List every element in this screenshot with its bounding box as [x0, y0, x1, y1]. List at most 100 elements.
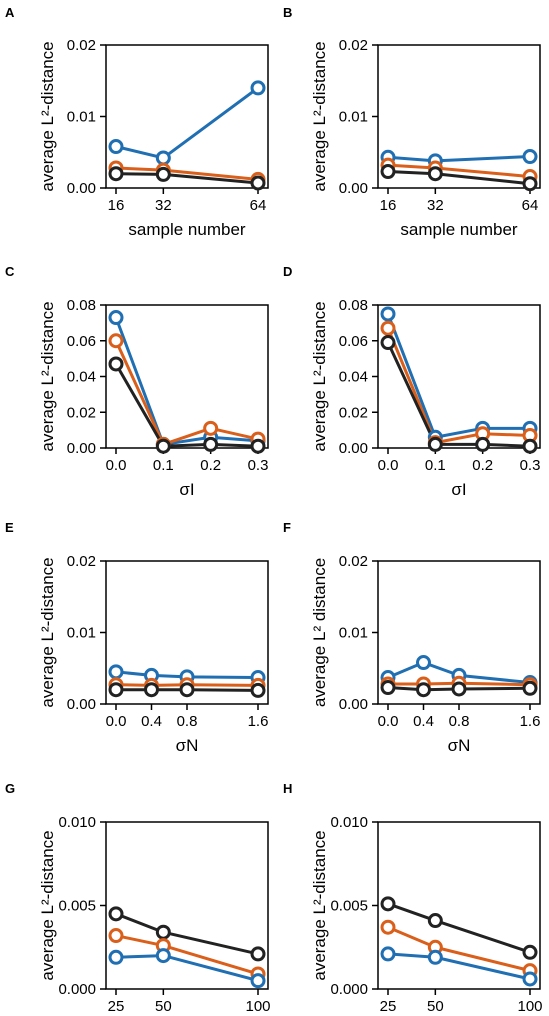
panel-f: F 0.00 0.01 0.02 0.0 0.4 0.8 1.6 σN average L² di… [283, 520, 541, 755]
data-point-black [203, 436, 219, 452]
x-tick-label: 100 [245, 998, 270, 1015]
data-point-orange [108, 928, 124, 944]
series-line-black [114, 363, 259, 448]
data-point-black [155, 438, 171, 454]
x-tick-label: 0.8 [177, 713, 198, 730]
data-point-orange [380, 320, 396, 336]
x-tick-label: 16 [108, 197, 125, 214]
panel-letter-e: E [5, 520, 14, 535]
series-line-black [387, 902, 531, 954]
data-point-black [427, 436, 443, 452]
x-tick-label: 1.6 [520, 713, 541, 730]
y-tick-label: 0.02 [67, 404, 96, 421]
plot-frame [105, 821, 269, 990]
data-point-black [179, 682, 195, 698]
data-point-orange [203, 420, 219, 436]
x-tick-label: 25 [108, 998, 125, 1015]
series-line-black [387, 686, 531, 692]
y-tick-label: 0.010 [330, 814, 368, 831]
data-point-black [427, 166, 443, 182]
series-line-blue [387, 155, 531, 163]
data-point-black [250, 438, 266, 454]
y-axis-label: average L²-distance [38, 557, 57, 707]
data-point-blue [155, 150, 171, 166]
data-point-blue [250, 973, 266, 989]
x-tick-label: 0.8 [449, 713, 470, 730]
data-point-black [475, 436, 491, 452]
data-point-blue [250, 80, 266, 96]
x-tick-label: 0.0 [378, 713, 399, 730]
data-point-black [380, 335, 396, 351]
y-tick-label: 0.005 [330, 898, 368, 915]
y-axis-label: average L²-distance [38, 301, 57, 451]
y-tick-label: 0.08 [67, 297, 96, 314]
data-point-black [380, 164, 396, 180]
data-point-blue [108, 310, 124, 326]
x-tick-label: 0.1 [425, 457, 446, 474]
y-tick-label: 0.005 [58, 898, 96, 915]
x-tick-label: 0.4 [413, 713, 434, 730]
x-tick-label: 100 [517, 998, 542, 1015]
x-tick-label: 25 [380, 998, 397, 1015]
data-point-black [451, 681, 467, 697]
panel-letter-d: D [283, 264, 292, 279]
panel-letter-h: H [283, 781, 292, 796]
y-tick-label: 0.010 [58, 814, 96, 831]
y-axis-label: average L²-distance [310, 301, 329, 451]
y-tick-label: 0.00 [67, 440, 96, 457]
series-line-blue [387, 661, 531, 685]
series-line-black [116, 688, 259, 692]
data-point-black [522, 176, 538, 192]
panel-letter-f: F [283, 520, 291, 535]
x-tick-label: 0.4 [141, 713, 162, 730]
x-tick-label: 0.1 [153, 457, 174, 474]
panel-d: D 0.00 0.02 0.04 0.06 0.08 0.0 0.1 0.2 0.3 σI avera… [283, 264, 541, 499]
x-tick-label: 0.0 [106, 713, 127, 730]
data-point-blue [380, 946, 396, 962]
x-tick-label: 0.0 [378, 457, 399, 474]
y-tick-label: 0.01 [67, 109, 96, 126]
x-tick-label: 0.2 [200, 457, 221, 474]
series-line-orange [114, 340, 259, 446]
data-point-black [155, 166, 171, 182]
data-point-black [522, 438, 538, 454]
series-line-orange [115, 683, 259, 687]
data-point-black [522, 944, 538, 960]
data-point-black [108, 682, 124, 698]
series-line-blue [114, 316, 259, 446]
data-point-black [108, 906, 124, 922]
x-tick-label: 0.2 [472, 457, 493, 474]
data-point-black [427, 913, 443, 929]
x-tick-label: 64 [250, 197, 267, 214]
x-tick-label: 50 [155, 998, 172, 1015]
data-point-blue [427, 949, 443, 965]
x-tick-label: 16 [380, 197, 397, 214]
y-axis-label: average L² distance [310, 558, 329, 707]
y-tick-label: 0.04 [67, 369, 96, 386]
y-tick-label: 0.08 [339, 297, 368, 314]
data-point-black [155, 924, 171, 940]
panel-c: C 0.00 0.02 0.04 0.06 0.08 0.0 0.1 0.2 0.3 σI avera… [5, 264, 269, 499]
y-tick-label: 0.02 [67, 553, 96, 570]
data-point-orange [108, 333, 124, 349]
y-tick-label: 0.06 [67, 333, 96, 350]
y-tick-label: 0.02 [67, 37, 96, 54]
x-tick-label: 32 [155, 197, 172, 214]
data-point-black [522, 680, 538, 696]
series-line-orange [386, 327, 531, 445]
y-tick-label: 0.01 [339, 625, 368, 642]
data-point-black [416, 682, 431, 698]
data-point-black [108, 166, 124, 182]
series-line-orange [115, 934, 259, 976]
x-axis-label: σI [179, 480, 194, 499]
y-tick-label: 0.02 [339, 553, 368, 570]
y-tick-label: 0.01 [67, 625, 96, 642]
panel-letter-g: G [5, 781, 15, 796]
data-point-blue [108, 949, 124, 965]
y-tick-label: 0.00 [67, 180, 96, 197]
y-tick-label: 0.00 [67, 696, 96, 713]
y-tick-label: 0.00 [339, 696, 368, 713]
